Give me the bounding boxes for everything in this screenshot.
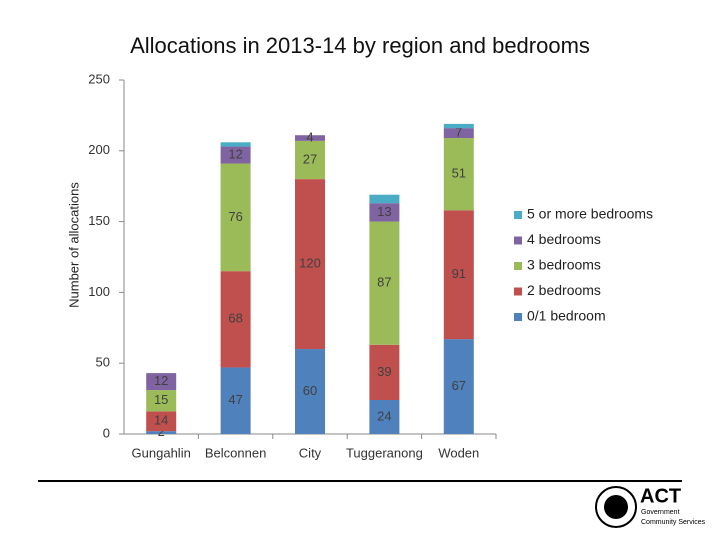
data-label: 68: [228, 311, 242, 326]
data-label: 51: [452, 166, 466, 181]
legend-label: 2 bedrooms: [527, 282, 601, 298]
legend-label: 0/1 bedroom: [527, 308, 606, 324]
legend-swatch: [514, 287, 522, 296]
bar-segment: [220, 367, 251, 434]
legend-swatch: [514, 313, 522, 321]
y-tick-label: 150: [88, 213, 110, 228]
bar-segment: [443, 339, 474, 434]
data-label: 27: [303, 151, 317, 166]
bar-segment: [295, 349, 325, 434]
data-label: 67: [452, 378, 466, 393]
data-label: 24: [377, 408, 391, 423]
logo-crest-inner: [604, 495, 628, 519]
data-label: 120: [299, 256, 321, 271]
bar-segment: [146, 431, 177, 434]
logo: ACT Government Community Services: [595, 485, 706, 528]
bar-segment: [369, 221, 400, 345]
legend-label: 4 bedrooms: [527, 231, 601, 247]
data-label: 39: [377, 364, 391, 379]
bar-segment: [369, 400, 400, 434]
bar-segment: [146, 373, 177, 391]
bar-segment: [369, 194, 400, 204]
data-label: 4: [306, 129, 313, 144]
bar-segment: [220, 142, 251, 147]
legend-label: 5 or more bedrooms: [527, 206, 653, 222]
y-tick-label: 50: [96, 355, 110, 370]
data-label: 76: [228, 209, 242, 224]
bar-segment: [443, 128, 474, 139]
x-tick-label: Belconnen: [205, 445, 266, 460]
data-label: 87: [377, 275, 391, 290]
data-label: 91: [452, 266, 466, 281]
x-tick-label: City: [299, 445, 322, 460]
legend-swatch: [514, 236, 522, 245]
x-tick-label: Tuggeranong: [346, 445, 423, 460]
bar-segment: [146, 411, 177, 432]
data-label: 2: [158, 424, 165, 439]
bar-segment: [220, 271, 251, 368]
x-tick-label: Gungahlin: [132, 445, 191, 460]
bar-segment: [443, 123, 474, 129]
legend-label: 3 bedrooms: [527, 257, 601, 273]
bar-segment: [295, 179, 325, 350]
y-tick-label: 200: [88, 142, 110, 157]
data-label: 12: [228, 146, 242, 161]
legend-swatch: [514, 262, 522, 270]
y-tick-label: 250: [88, 71, 110, 86]
data-label: 13: [377, 204, 391, 219]
legend-swatch: [514, 211, 522, 219]
bar-segment: [146, 390, 177, 412]
bar-segment: [295, 135, 325, 141]
logo-text: ACT: [640, 485, 681, 507]
bar-segment: [443, 210, 474, 340]
data-label: 14: [154, 413, 168, 428]
y-tick-label: 0: [103, 425, 110, 440]
logo-dept: Community Services: [641, 519, 706, 526]
data-label: 7: [455, 125, 462, 140]
bar-segment: [369, 344, 400, 401]
data-label: 12: [154, 373, 168, 388]
bar-segment: [295, 140, 325, 180]
bar-segment: [369, 203, 400, 222]
bar-segment: [220, 163, 251, 272]
bar-segment: [443, 138, 474, 211]
y-axis-label: Number of allocations: [66, 182, 81, 308]
chart-title: Allocations in 2013-14 by region and bed…: [130, 33, 590, 58]
logo-crest: [595, 486, 637, 528]
y-tick-label: 100: [88, 284, 110, 299]
x-tick-label: Woden: [438, 445, 479, 460]
data-label: 47: [228, 392, 242, 407]
bar-segment: [220, 146, 251, 164]
logo-org: Government: [641, 509, 680, 516]
data-label: 60: [303, 383, 317, 398]
data-label: 15: [154, 392, 168, 407]
